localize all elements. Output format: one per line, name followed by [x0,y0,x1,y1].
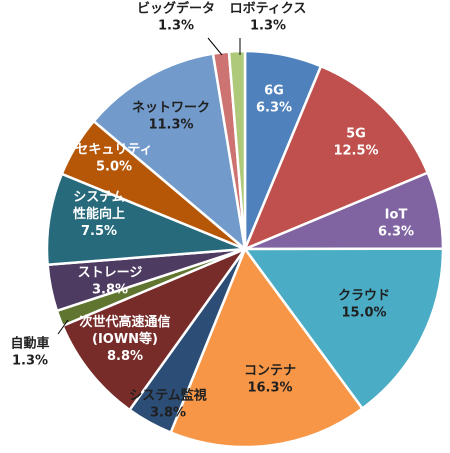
pie-slice-12 [92,52,247,251]
slice-label-line: 性能向上 [73,206,125,222]
slice-label-line: 16.3% [247,381,292,396]
slice-label-6: システム監視 3.8% [129,388,207,421]
pie-slice-2 [243,64,429,251]
pie-slice-7 [61,247,247,412]
slice-label-9: ストレージ 3.8% [78,266,143,298]
slice-label-line: 自動車 [10,336,49,352]
pie-slice-5 [169,247,364,449]
slice-label-5: コンテナ 16.3% [244,364,296,396]
slice-label-line: 3.8% [150,406,186,421]
slice-label-line: システム監視 [129,388,207,404]
slice-label-line: 1.3% [12,354,48,369]
slice-label-12: ネットワーク 11.3% [132,101,210,133]
slice-label-line: 5G [346,127,366,142]
slice-label-1: 6G 6.3% [256,84,292,116]
leader-line-8 [57,319,69,335]
slice-label-line: ネットワーク [132,101,210,116]
slice-label-line: 12.5% [333,144,378,159]
pie-slices [45,49,445,449]
slice-label-line: セキュリティ [75,143,152,158]
pie-slice-4 [243,247,445,410]
slice-label-line: 1.3% [158,19,194,34]
slice-label-line: (IOWN等) [92,331,158,347]
slice-label-8: 自動車 1.3% [10,336,49,369]
slice-label-line: クラウド [338,289,390,304]
slice-label-10: システム性能向上 7.5% [73,190,125,239]
slice-label-line: ロボティクス [230,1,307,17]
slice-label-14: ロボティクス 1.3% [230,1,307,34]
slice-label-line: 6.3% [256,101,292,116]
slice-label-line: コンテナ [244,364,296,379]
slice-label-line: 15.0% [341,306,386,321]
slice-label-line: 7.5% [81,224,117,239]
slice-label-line: ストレージ [78,266,143,281]
leader-line-13 [207,37,223,56]
slice-label-line: 6G [264,84,284,99]
slice-label-line: ビッグデータ [137,1,215,17]
slice-label-line: 8.8% [107,349,143,364]
slice-label-line: 1.3% [250,19,286,34]
slice-label-13: ビッグデータ 1.3% [137,1,215,34]
slice-label-line: IoT [385,208,408,223]
slice-label-line: 3.8% [92,283,128,298]
slice-label-7: 次世代高速通信(IOWN等) 8.8% [79,314,170,364]
slice-label-line: 11.3% [148,118,193,133]
slice-label-line: 6.3% [378,225,414,240]
pie-slice-14 [227,49,247,251]
slice-label-4: クラウド 15.0% [338,289,390,321]
slice-label-11: セキュリティ 5.0% [75,143,152,175]
slice-label-line: 5.0% [96,160,132,175]
slice-label-2: 5G 12.5% [333,127,378,159]
slice-label-3: IoT 6.3% [378,208,414,240]
slice-label-line: 次世代高速通信 [79,314,170,330]
slice-label-line: システム [73,190,125,205]
